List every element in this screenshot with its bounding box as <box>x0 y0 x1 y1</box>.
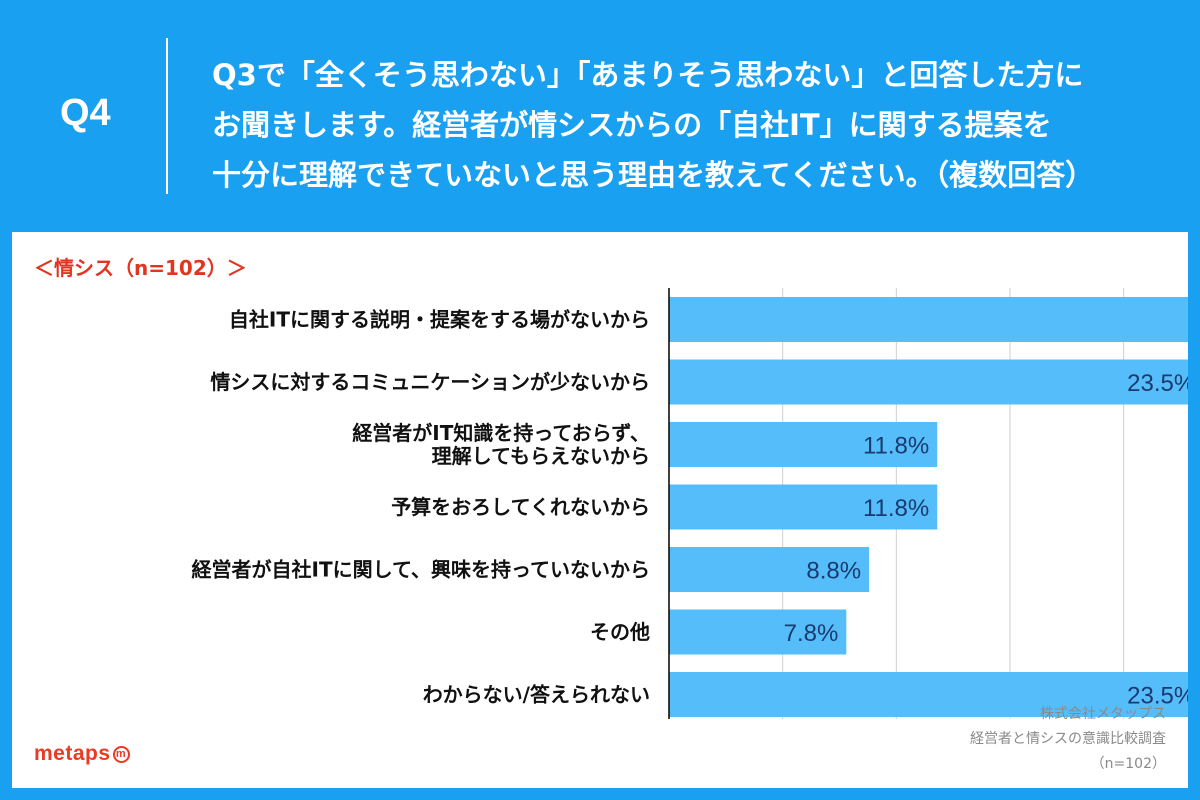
respondent-group-label: ＜情シス（n=102）＞ <box>34 256 247 280</box>
category-label-6: わからない/答えられない <box>423 683 650 707</box>
question-number: Q4 <box>60 92 111 134</box>
category-label-line: 情シスに対するコミュニケーションが少ないから <box>210 370 650 394</box>
question-text: Q3で「全くそう思わない」「あまりそう思わない」と回答した方に お聞きします。経… <box>212 50 1172 200</box>
value-label-6: 23.5% <box>1127 683 1188 710</box>
source-company: 株式会社メタップス <box>1040 706 1166 722</box>
value-label-1: 23.5% <box>1127 370 1188 397</box>
category-label-line: その他 <box>590 620 650 644</box>
chart-panel: ＜情シス（n=102）＞ 26.5%自社ITに関する説明・提案をする場がないから… <box>12 232 1188 788</box>
category-label-1: 情シスに対するコミュニケーションが少ないから <box>210 370 650 394</box>
category-label-5: その他 <box>590 620 650 644</box>
value-label-4: 8.8% <box>806 558 861 585</box>
category-label-4: 経営者が自社ITに関して、興味を持っていないから <box>192 558 650 582</box>
bar-4 <box>669 547 870 592</box>
category-label-line: わからない/答えられない <box>423 683 650 707</box>
category-label-line: 経営者がIT知識を持っておらず、 <box>352 421 650 445</box>
bar-5 <box>669 609 847 655</box>
question-line-2: お聞きします。経営者が情シスからの「自社IT」に関する提案を <box>212 108 1052 142</box>
value-label-5: 7.8% <box>784 620 839 647</box>
bar-chart: 26.5%自社ITに関する説明・提案をする場がないから23.5%情シスに対するコ… <box>192 288 1188 719</box>
bar-2 <box>669 422 938 467</box>
bar-1 <box>669 359 1188 405</box>
question-line-3: 十分に理解できていないと思う理由を教えてください。（複数回答） <box>212 158 1095 192</box>
source-sample: （n=102） <box>1090 756 1166 772</box>
metaps-logo: metaps m <box>34 742 130 766</box>
question-header: Q4 Q3で「全くそう思わない」「あまりそう思わない」と回答した方に お聞きしま… <box>0 0 1200 230</box>
logo-mark-icon: m <box>112 745 130 763</box>
category-label-line: 経営者が自社ITに関して、興味を持っていないから <box>192 558 650 582</box>
source-survey: 経営者と情シスの意識比較調査 <box>970 731 1166 747</box>
bar-0 <box>669 297 1188 342</box>
category-label-line: 理解してもらえないから <box>432 444 650 468</box>
category-label-3: 予算をおろしてくれないから <box>391 495 650 519</box>
header-divider <box>166 38 168 194</box>
bar-3 <box>669 484 938 530</box>
category-label-2: 経営者がIT知識を持っておらず、理解してもらえないから <box>352 421 650 468</box>
value-label-3: 11.8% <box>863 495 929 522</box>
category-label-line: 自社ITに関する説明・提案をする場がないから <box>229 308 650 332</box>
category-label-0: 自社ITに関する説明・提案をする場がないから <box>229 308 650 332</box>
question-line-1: Q3で「全くそう思わない」「あまりそう思わない」と回答した方に <box>212 58 1084 92</box>
source-note: 株式会社メタップス 経営者と情シスの意識比較調査 （n=102） <box>970 702 1166 777</box>
category-label-line: 予算をおろしてくれないから <box>391 495 650 519</box>
logo-text: metaps <box>34 742 111 765</box>
bar-6 <box>669 672 1188 717</box>
value-label-2: 11.8% <box>863 433 929 460</box>
